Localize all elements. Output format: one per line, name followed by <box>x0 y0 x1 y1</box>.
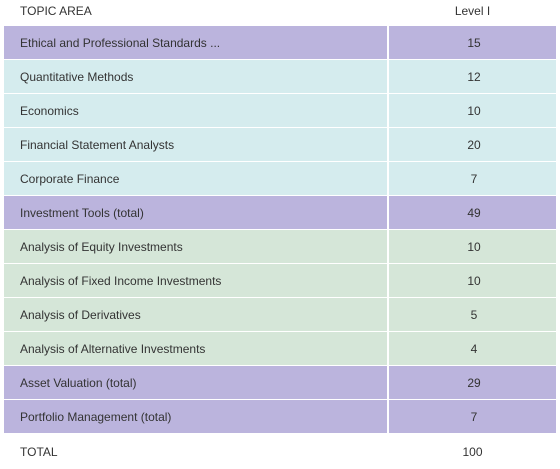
row-value: 49 <box>389 196 556 229</box>
row-value: 10 <box>389 264 556 297</box>
row-value: 10 <box>389 230 556 263</box>
table-row: Corporate Finance 7 <box>4 162 556 195</box>
row-value: 4 <box>389 332 556 365</box>
total-value: 100 <box>389 434 556 464</box>
row-topic: Ethical and Professional Standards ... <box>4 26 387 59</box>
row-topic: Asset Valuation (total) <box>4 366 387 399</box>
row-topic: Analysis of Alternative Investments <box>4 332 387 365</box>
row-topic: Economics <box>4 94 387 127</box>
row-value: 7 <box>389 400 556 433</box>
table-row: Economics 10 <box>4 94 556 127</box>
row-topic: Analysis of Fixed Income Investments <box>4 264 387 297</box>
row-value: 20 <box>389 128 556 161</box>
row-topic: Corporate Finance <box>4 162 387 195</box>
header-topic-area: TOPIC AREA <box>4 0 387 25</box>
row-topic: Investment Tools (total) <box>4 196 387 229</box>
row-value: 15 <box>389 26 556 59</box>
table-row: Investment Tools (total) 49 <box>4 196 556 229</box>
topic-weight-table: TOPIC AREA Level I Ethical and Professio… <box>4 0 556 464</box>
row-topic: Analysis of Equity Investments <box>4 230 387 263</box>
table-row: Ethical and Professional Standards ... 1… <box>4 26 556 59</box>
row-value: 29 <box>389 366 556 399</box>
table-row: Quantitative Methods 12 <box>4 60 556 93</box>
table-row: Analysis of Derivatives 5 <box>4 298 556 331</box>
total-label: TOTAL <box>4 434 387 464</box>
row-topic: Quantitative Methods <box>4 60 387 93</box>
row-value: 7 <box>389 162 556 195</box>
row-value: 12 <box>389 60 556 93</box>
header-level-i: Level I <box>389 0 556 25</box>
table-total-row: TOTAL 100 <box>4 434 556 464</box>
table-header-row: TOPIC AREA Level I <box>4 0 556 25</box>
row-value: 10 <box>389 94 556 127</box>
table-row: Portfolio Management (total) 7 <box>4 400 556 433</box>
table-row: Analysis of Equity Investments 10 <box>4 230 556 263</box>
row-topic: Financial Statement Analysts <box>4 128 387 161</box>
table-row: Analysis of Alternative Investments 4 <box>4 332 556 365</box>
row-topic: Portfolio Management (total) <box>4 400 387 433</box>
table-row: Analysis of Fixed Income Investments 10 <box>4 264 556 297</box>
table-row: Asset Valuation (total) 29 <box>4 366 556 399</box>
table-row: Financial Statement Analysts 20 <box>4 128 556 161</box>
row-value: 5 <box>389 298 556 331</box>
row-topic: Analysis of Derivatives <box>4 298 387 331</box>
